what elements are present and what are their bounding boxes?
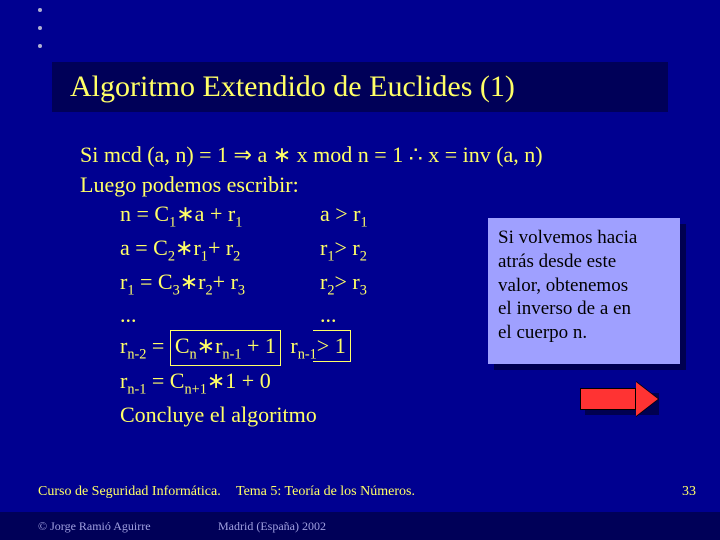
title-bar: Algoritmo Extendido de Euclides (1) (52, 62, 668, 112)
line-conclude: Concluye el algoritmo (120, 400, 660, 430)
line-intro: Luego podemos escribir: (80, 170, 660, 200)
slide-title: Algoritmo Extendido de Euclides (1) (70, 70, 515, 104)
eq-row-5: rn-1 = Cn+1∗1 + 0 (120, 366, 660, 400)
footer-copyright: © Jorge Ramió Aguirre (38, 519, 218, 534)
side-line: Si volvemos hacia (498, 226, 670, 250)
footer-course: Curso de Seguridad Informática. (38, 484, 221, 500)
side-line: atrás desde este (498, 250, 670, 274)
footer-bar: © Jorge Ramió Aguirre Madrid (España) 20… (0, 512, 720, 540)
page-number: 33 (682, 484, 696, 500)
decorative-dots (38, 8, 42, 62)
line-premise: Si mcd (a, n) = 1 ⇒ a ∗ x mod n = 1 ∴ x … (80, 140, 660, 170)
footer-topic: Tema 5: Teoría de los Números. (236, 484, 415, 500)
arrow-icon (580, 388, 660, 414)
side-line: el cuerpo n. (498, 321, 670, 345)
side-note-box: Si volvemos hacia atrás desde este valor… (488, 218, 680, 364)
boxed-term: Cn∗rn-1 + 1 (170, 330, 281, 366)
footer-location: Madrid (España) 2002 (218, 519, 326, 534)
side-line: valor, obtenemos (498, 274, 670, 298)
side-line: el inverso de a en (498, 297, 670, 321)
